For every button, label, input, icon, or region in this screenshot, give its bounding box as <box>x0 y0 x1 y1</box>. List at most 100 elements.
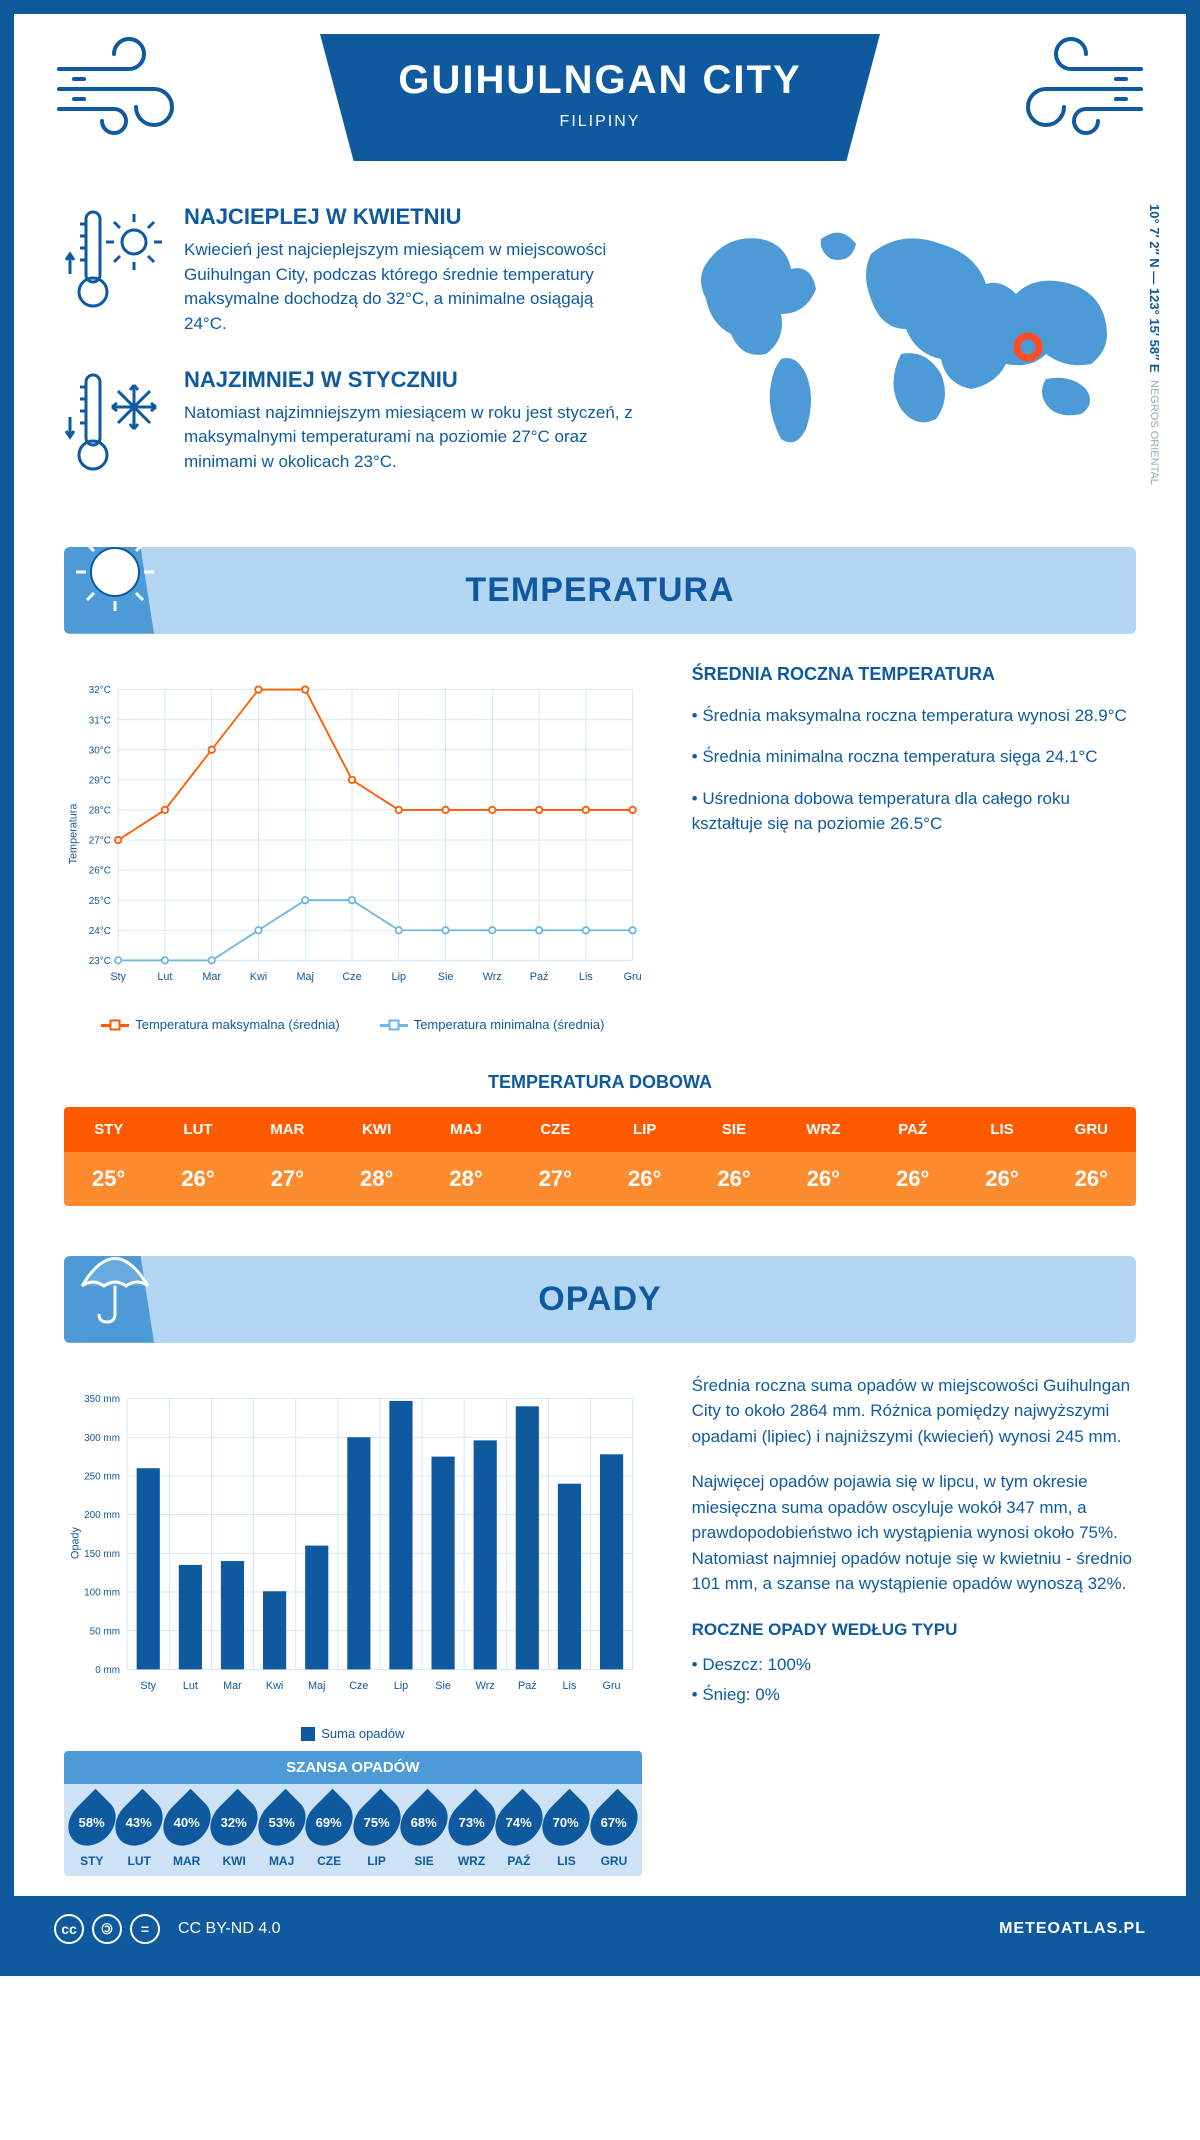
daily-month: PAŹ <box>868 1107 957 1152</box>
coldest-desc: Natomiast najzimniejszym miesiącem w rok… <box>184 401 636 475</box>
daily-value: 26° <box>153 1152 242 1206</box>
svg-text:Lis: Lis <box>563 1680 577 1692</box>
daily-value: 26° <box>689 1152 778 1206</box>
daily-month: CZE <box>511 1107 600 1152</box>
hottest-text: NAJCIEPLEJ W KWIETNIU Kwiecień jest najc… <box>184 204 636 337</box>
hottest-block: NAJCIEPLEJ W KWIETNIU Kwiecień jest najc… <box>64 204 636 337</box>
svg-text:Wrz: Wrz <box>483 971 502 983</box>
precip-rain: • Deszcz: 100% <box>692 1652 1136 1678</box>
temperature-section-bar: TEMPERATURA <box>64 547 1136 634</box>
precip-para-1: Średnia roczna suma opadów w miejscowośc… <box>692 1373 1136 1450</box>
svg-text:Temperatura: Temperatura <box>68 802 80 864</box>
chance-cell: 75%LIP <box>353 1796 400 1868</box>
daily-value: 25° <box>64 1152 153 1206</box>
svg-text:29°C: 29°C <box>89 775 111 786</box>
title-banner: GUIHULNGAN CITY FILIPINY <box>320 34 880 161</box>
map-block: 10° 7′ 2″ N — 123° 15′ 58″ E NEGROS ORIE… <box>676 204 1136 507</box>
page-wrapper: GUIHULNGAN CITY FILIPINY <box>0 0 1200 1976</box>
chance-month: SIE <box>400 1854 447 1868</box>
footer: cc 🄯 = CC BY-ND 4.0 METEOATLAS.PL <box>14 1896 1186 1962</box>
svg-text:50 mm: 50 mm <box>90 1626 120 1637</box>
svg-text:25°C: 25°C <box>89 895 111 906</box>
svg-text:Paź: Paź <box>530 971 549 983</box>
temp-legend: Temperatura maksymalna (średnia) Tempera… <box>64 1017 642 1032</box>
chance-month: MAR <box>163 1854 210 1868</box>
thermometer-cold-icon <box>64 367 164 477</box>
site-name: METEOATLAS.PL <box>999 1920 1146 1938</box>
svg-text:Paź: Paź <box>518 1680 537 1692</box>
chance-month: LUT <box>115 1854 162 1868</box>
precip-chart-block: 0 mm50 mm100 mm150 mm200 mm250 mm300 mm3… <box>64 1373 642 1877</box>
precip-snow: • Śnieg: 0% <box>692 1682 1136 1708</box>
temperature-body: 23°C24°C25°C26°C27°C28°C29°C30°C31°C32°C… <box>14 664 1186 1062</box>
coordinates: 10° 7′ 2″ N — 123° 15′ 58″ E NEGROS ORIE… <box>1147 204 1162 485</box>
chance-month: GRU <box>590 1854 637 1868</box>
coldest-title: NAJZIMNIEJ W STYCZNIU <box>184 367 636 393</box>
svg-text:0 mm: 0 mm <box>95 1665 120 1676</box>
daily-value: 28° <box>332 1152 421 1206</box>
umbrella-icon <box>70 1236 160 1326</box>
chance-cell: 69%CZE <box>305 1796 352 1868</box>
legend-sum: Suma opadów <box>301 1726 404 1742</box>
chance-value: 74% <box>506 1815 532 1830</box>
daily-value: 27° <box>511 1152 600 1206</box>
sun-icon <box>70 527 160 617</box>
license-block: cc 🄯 = CC BY-ND 4.0 <box>54 1914 281 1944</box>
daily-month: LIS <box>957 1107 1046 1152</box>
chance-value: 53% <box>269 1815 295 1830</box>
daily-month: MAJ <box>421 1107 510 1152</box>
svg-text:Sty: Sty <box>140 1680 156 1692</box>
chance-value: 58% <box>79 1815 105 1830</box>
daily-values-row: 25°26°27°28°28°27°26°26°26°26°26°26° <box>64 1152 1136 1206</box>
svg-text:Kwi: Kwi <box>266 1680 283 1692</box>
chance-value: 32% <box>221 1815 247 1830</box>
daily-month: MAR <box>243 1107 332 1152</box>
daily-value: 26° <box>868 1152 957 1206</box>
chance-cell: 74% PAŹ <box>495 1796 542 1868</box>
svg-text:31°C: 31°C <box>89 715 111 726</box>
precip-bar-chart: 0 mm50 mm100 mm150 mm200 mm250 mm300 mm3… <box>64 1373 642 1713</box>
chance-value: 43% <box>126 1815 152 1830</box>
temp-stats-title: ŚREDNIA ROCZNA TEMPERATURA <box>692 664 1136 685</box>
chance-value: 69% <box>316 1815 342 1830</box>
chance-value: 70% <box>553 1815 579 1830</box>
hottest-desc: Kwiecień jest najcieplejszym miesiącem w… <box>184 238 636 337</box>
legend-max: Temperatura maksymalna (średnia) <box>101 1017 339 1032</box>
precip-type-title: ROCZNE OPADY WEDŁUG TYPU <box>692 1617 1136 1643</box>
city-title: GUIHULNGAN CITY <box>380 58 820 103</box>
license-text: CC BY-ND 4.0 <box>178 1920 281 1938</box>
temp-stat-1: • Średnia maksymalna roczna temperatura … <box>692 703 1136 729</box>
svg-text:Sty: Sty <box>110 971 126 983</box>
chance-month: PAŹ <box>495 1854 542 1868</box>
precip-section-bar: OPADY <box>64 1256 1136 1343</box>
coords-line: 10° 7′ 2″ N — 123° 15′ 58″ E <box>1147 204 1162 373</box>
svg-text:Kwi: Kwi <box>250 971 267 983</box>
chance-cell: 32%KWI <box>210 1796 257 1868</box>
legend-min: Temperatura minimalna (średnia) <box>380 1017 605 1032</box>
svg-text:Gru: Gru <box>603 1680 621 1692</box>
daily-value: 27° <box>243 1152 332 1206</box>
svg-text:Opady: Opady <box>69 1526 81 1558</box>
svg-text:350 mm: 350 mm <box>84 1394 120 1405</box>
coldest-text: NAJZIMNIEJ W STYCZNIU Natomiast najzimni… <box>184 367 636 477</box>
hottest-title: NAJCIEPLEJ W KWIETNIU <box>184 204 636 230</box>
precip-title: OPADY <box>94 1280 1106 1319</box>
daily-temp-title: TEMPERATURA DOBOWA <box>14 1072 1186 1093</box>
daily-value: 26° <box>600 1152 689 1206</box>
chance-value: 40% <box>174 1815 200 1830</box>
world-map-icon <box>676 204 1136 464</box>
svg-text:150 mm: 150 mm <box>84 1548 120 1559</box>
chance-cell: 68%SIE <box>400 1796 447 1868</box>
precip-legend: Suma opadów <box>64 1726 642 1742</box>
coldest-block: NAJZIMNIEJ W STYCZNIU Natomiast najzimni… <box>64 367 636 477</box>
temp-stat-3: • Uśredniona dobowa temperatura dla całe… <box>692 786 1136 837</box>
chance-cell: 53%MAJ <box>258 1796 305 1868</box>
daily-month: WRZ <box>779 1107 868 1152</box>
daily-month: KWI <box>332 1107 421 1152</box>
daily-header-row: STYLUTMARKWIMAJCZELIPSIEWRZPAŹLISGRU <box>64 1107 1136 1152</box>
daily-month: LUT <box>153 1107 242 1152</box>
svg-text:Cze: Cze <box>342 971 361 983</box>
chance-cell: 43% LUT <box>115 1796 162 1868</box>
svg-text:32°C: 32°C <box>89 685 111 696</box>
precip-body: 0 mm50 mm100 mm150 mm200 mm250 mm300 mm3… <box>14 1373 1186 1897</box>
